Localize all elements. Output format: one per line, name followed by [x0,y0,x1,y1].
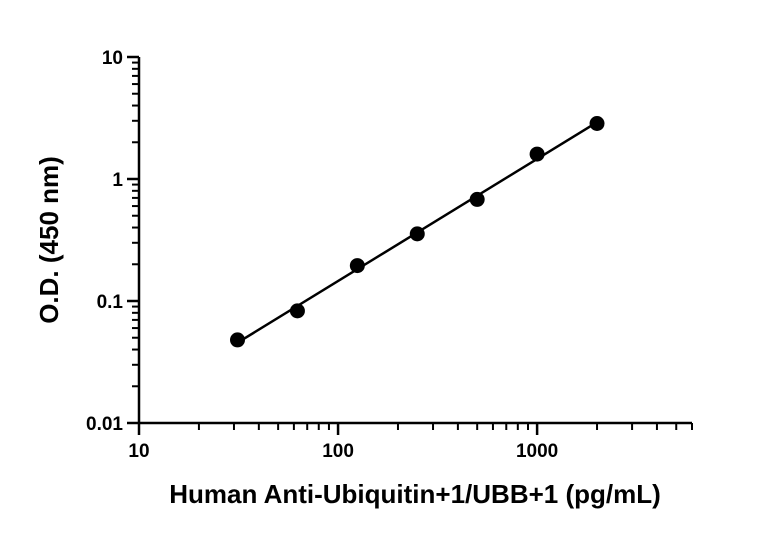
y-tick-label: 0.1 [97,292,124,313]
data-point [589,116,605,132]
x-axis-tick-labels: 10 100 1000 [128,441,558,462]
data-point [529,146,545,162]
y-tick-label: 1 [112,170,123,191]
data-point [469,191,485,207]
y-axis-tick-labels: 0.01 0.1 1 10 [86,48,123,435]
data-point [349,258,365,274]
data-point [289,303,305,319]
y-tick-label: 10 [102,48,123,69]
x-tick-label: 1000 [516,441,558,462]
y-axis-major-ticks [127,55,139,425]
x-tick-label: 10 [128,441,149,462]
y-axis-title: O.D. (450 nm) [34,156,64,324]
x-tick-label: 100 [322,441,354,462]
y-tick-label: 0.01 [86,414,123,435]
x-axis-title: Human Anti-Ubiquitin+1/UBB+1 (pg/mL) [169,479,661,509]
data-point [409,226,425,242]
x-axis-major-ticks [137,423,539,435]
data-point [230,332,246,348]
data-points [230,116,605,348]
